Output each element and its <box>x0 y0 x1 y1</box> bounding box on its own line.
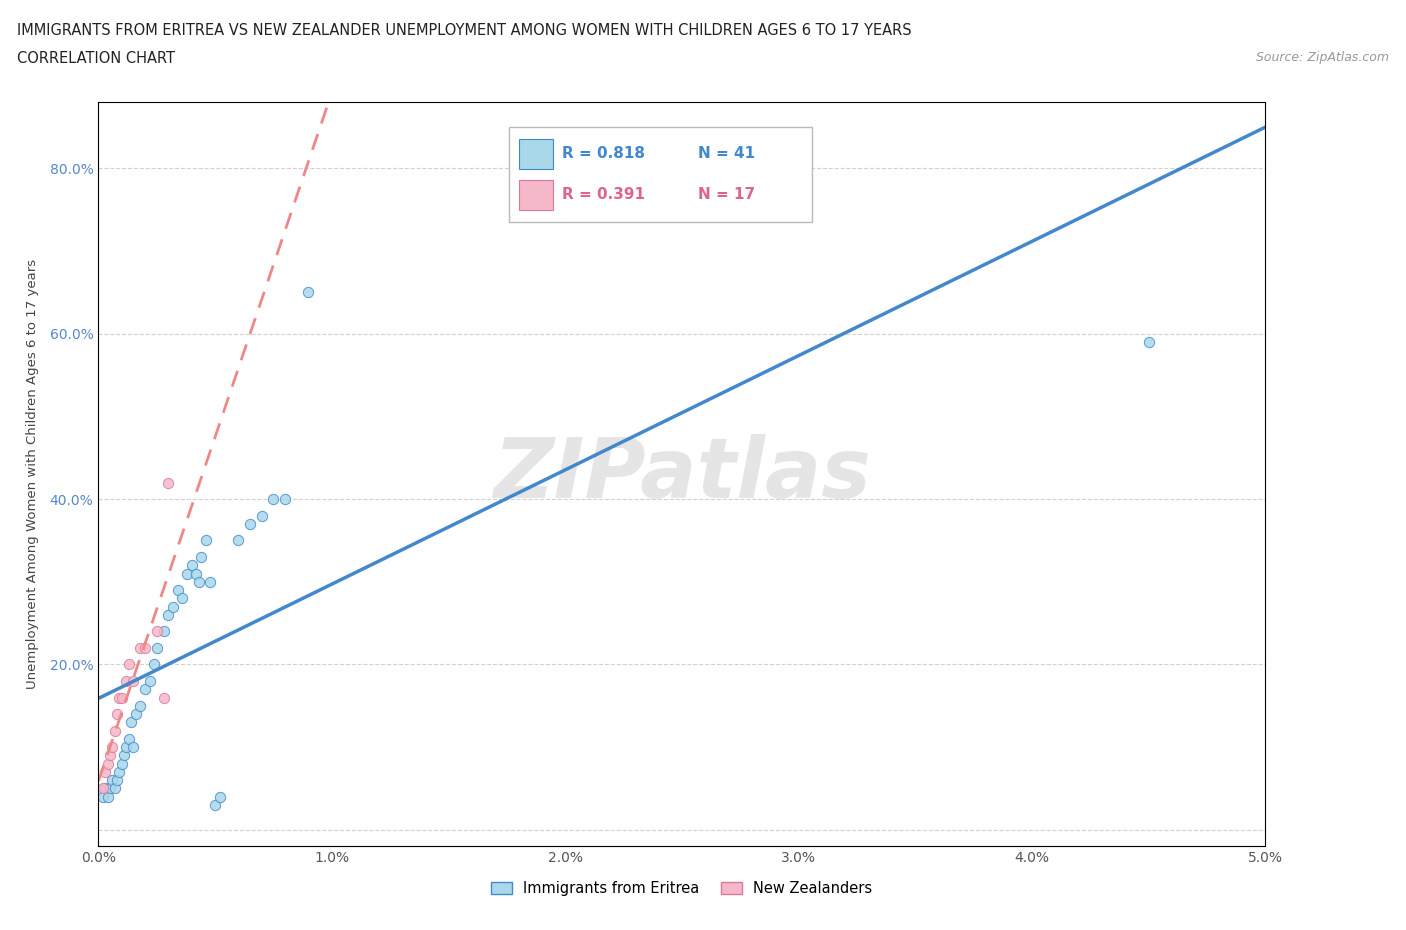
Point <box>120 715 142 730</box>
Point <box>101 773 124 788</box>
Text: N = 41: N = 41 <box>697 146 755 162</box>
Point <box>108 764 131 779</box>
Point <box>228 533 250 548</box>
Point <box>143 657 166 671</box>
Point <box>91 781 114 796</box>
Point <box>162 599 184 614</box>
Point <box>118 657 141 671</box>
Point <box>129 698 152 713</box>
Point <box>262 492 284 507</box>
Point <box>122 739 145 754</box>
Point <box>157 475 180 490</box>
Point <box>146 624 169 639</box>
Point <box>108 690 131 705</box>
Point <box>122 673 145 688</box>
Point <box>111 690 134 705</box>
Point <box>101 739 124 754</box>
Point <box>104 781 127 796</box>
Y-axis label: Unemployment Among Women with Children Ages 6 to 17 years: Unemployment Among Women with Children A… <box>25 259 38 689</box>
Point <box>200 575 222 590</box>
Point <box>111 756 134 771</box>
Point <box>250 508 273 523</box>
Bar <box>519 140 553 168</box>
Point <box>105 773 128 788</box>
Bar <box>519 180 553 209</box>
Point <box>94 764 117 779</box>
Point <box>187 575 209 590</box>
Text: R = 0.391: R = 0.391 <box>562 187 645 203</box>
Text: N = 17: N = 17 <box>697 187 755 203</box>
Point <box>134 682 156 697</box>
Point <box>297 285 319 299</box>
Point <box>204 798 226 813</box>
Point <box>239 516 262 531</box>
Point <box>105 707 128 722</box>
Point <box>274 492 297 507</box>
Point <box>115 739 138 754</box>
FancyBboxPatch shape <box>509 126 813 222</box>
Text: CORRELATION CHART: CORRELATION CHART <box>17 51 174 66</box>
Point <box>139 673 162 688</box>
Text: IMMIGRANTS FROM ERITREA VS NEW ZEALANDER UNEMPLOYMENT AMONG WOMEN WITH CHILDREN : IMMIGRANTS FROM ERITREA VS NEW ZEALANDER… <box>17 23 911 38</box>
Point <box>186 566 208 581</box>
Point <box>97 756 120 771</box>
Point <box>98 781 121 796</box>
Text: R = 0.818: R = 0.818 <box>562 146 645 162</box>
Point <box>152 624 174 639</box>
Legend: Immigrants from Eritrea, New Zealanders: Immigrants from Eritrea, New Zealanders <box>485 875 879 902</box>
Point <box>152 690 174 705</box>
Point <box>134 641 156 656</box>
Point <box>1137 335 1160 350</box>
Point <box>194 533 217 548</box>
Point <box>94 781 117 796</box>
Point <box>129 641 152 656</box>
Point <box>180 558 202 573</box>
Point <box>176 566 198 581</box>
Text: Source: ZipAtlas.com: Source: ZipAtlas.com <box>1256 51 1389 64</box>
Point <box>125 707 148 722</box>
Point <box>115 673 138 688</box>
Point <box>91 790 114 804</box>
Point <box>112 748 135 763</box>
Point <box>146 641 169 656</box>
Point <box>157 607 180 622</box>
Point <box>166 582 188 597</box>
Point <box>118 731 141 746</box>
Point <box>104 724 127 738</box>
Point <box>190 550 212 565</box>
Point <box>172 591 194 605</box>
Text: ZIPatlas: ZIPatlas <box>494 433 870 515</box>
Point <box>98 748 121 763</box>
Point <box>208 790 231 804</box>
Point <box>97 790 120 804</box>
